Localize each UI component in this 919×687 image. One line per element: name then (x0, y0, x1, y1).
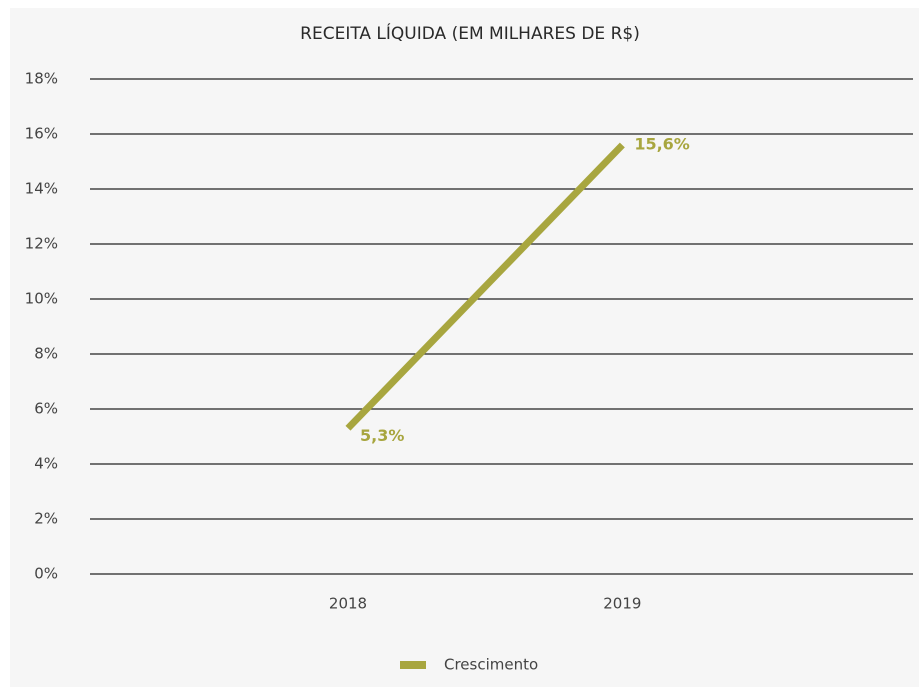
x-tick-label: 2019 (603, 595, 641, 613)
chart-title: RECEITA LÍQUIDA (EM MILHARES DE R$) (300, 22, 640, 44)
y-tick-label: 18% (25, 70, 58, 88)
line (345, 142, 625, 431)
x-tick-label: 2018 (329, 595, 367, 613)
y-tick-label: 4% (34, 455, 58, 473)
y-tick-label: 12% (25, 235, 58, 253)
y-tick-label: 2% (34, 510, 58, 528)
y-tick-label: 14% (25, 180, 58, 198)
y-tick-label: 8% (34, 345, 58, 363)
y-tick-label: 10% (25, 290, 58, 308)
legend-swatch (400, 661, 426, 669)
y-tick-label: 16% (25, 125, 58, 143)
chart-background (10, 8, 919, 687)
y-tick-label: 0% (34, 565, 58, 583)
data-label: 15,6% (634, 135, 690, 154)
data-label: 5,3% (360, 426, 404, 445)
legend-label: Crescimento (444, 656, 538, 674)
y-tick-label: 6% (34, 400, 58, 418)
